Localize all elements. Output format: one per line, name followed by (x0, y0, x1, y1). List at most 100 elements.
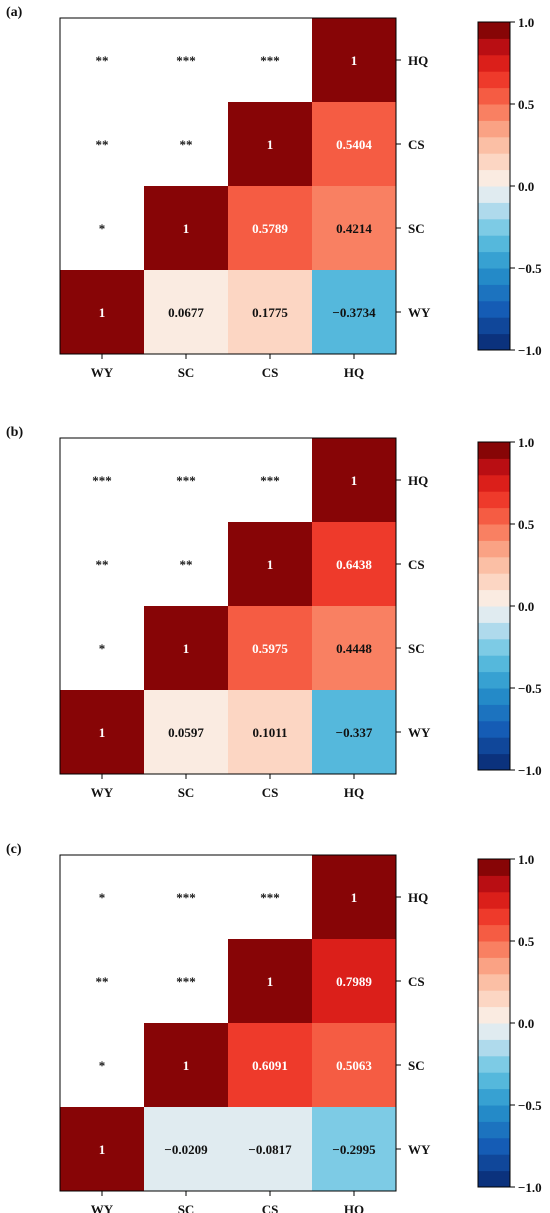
colorbar-segment (478, 891, 510, 909)
significance-label: *** (260, 53, 280, 68)
y-tick-label: CS (408, 137, 425, 152)
y-tick-label: CS (408, 557, 425, 572)
colorbar-tick-label: −0.5 (518, 261, 542, 276)
cell-value-label: −0.2995 (332, 1142, 376, 1157)
colorbar-segment (478, 491, 510, 509)
colorbar-tick-label: 1.0 (518, 435, 534, 450)
colorbar-segment (478, 524, 510, 541)
cell-value-label: 1 (99, 725, 106, 740)
cell-value-label: 1 (99, 1142, 106, 1157)
significance-label: *** (176, 53, 196, 68)
heatmap-cell (228, 690, 312, 774)
heatmap-cell (228, 186, 312, 270)
colorbar-tick-label: 0.5 (518, 97, 535, 112)
significance-label: *** (260, 473, 280, 488)
heatmap-cell (60, 1107, 144, 1191)
y-tick-label: WY (408, 305, 431, 320)
colorbar-segment (478, 908, 510, 926)
panel-label: (b) (6, 425, 23, 440)
cell-value-label: 1 (183, 641, 190, 656)
cell-value-label: 1 (267, 974, 274, 989)
colorbar-segment (478, 941, 510, 958)
heatmap-cell (312, 522, 396, 606)
colorbar-segment (478, 186, 510, 203)
heatmap-cell (312, 438, 396, 522)
colorbar-tick-label: 0.0 (518, 179, 534, 194)
colorbar-segment (478, 474, 510, 492)
colorbar-segment (478, 875, 510, 893)
cell-value-label: 1 (351, 473, 358, 488)
colorbar-segment (478, 218, 510, 236)
x-tick-label: SC (178, 785, 195, 800)
colorbar-segment (478, 1072, 510, 1090)
panel-label: (a) (6, 5, 23, 20)
colorbar-segment (478, 1006, 510, 1024)
y-tick-label: CS (408, 974, 425, 989)
x-tick-label: SC (178, 365, 195, 380)
heatmap-cell (228, 939, 312, 1023)
x-tick-label: HQ (344, 365, 364, 380)
colorbar-segment (478, 737, 510, 755)
colorbar-segment (478, 54, 510, 72)
heatmap-frame (59, 437, 397, 775)
heatmap-cell (228, 1023, 312, 1107)
x-tick-label: WY (91, 785, 114, 800)
significance-label: *** (176, 890, 196, 905)
heatmap-cell (312, 1023, 396, 1107)
colorbar-segment (478, 1170, 510, 1188)
cell-value-label: 0.1775 (252, 305, 288, 320)
colorbar-segment (478, 753, 510, 771)
colorbar-segment (478, 606, 510, 623)
heatmap-cell (312, 1107, 396, 1191)
significance-label: *** (260, 890, 280, 905)
y-tick-label: WY (408, 725, 431, 740)
cell-value-label: 0.6438 (336, 557, 372, 572)
colorbar-segment (478, 104, 510, 121)
cell-value-label: 1 (183, 1058, 190, 1073)
cell-value-label: 0.0597 (168, 725, 204, 740)
heatmap-cell (312, 270, 396, 354)
colorbar-tick-label: 0.5 (518, 517, 535, 532)
heatmap-cell (312, 186, 396, 270)
colorbar-segment (478, 1154, 510, 1172)
heatmap-panel-1: (b)1 0.0597 0.1011 −0.337* 1 0.5975 0.4448** **… (6, 425, 542, 800)
y-tick-label: WY (408, 1142, 431, 1157)
heatmap-cell (228, 606, 312, 690)
significance-label: ** (96, 557, 109, 572)
heatmap-frame (59, 17, 397, 355)
colorbar-tick-label: 0.0 (518, 1016, 534, 1031)
heatmap-cell (144, 690, 228, 774)
significance-label: * (99, 1058, 106, 1073)
cell-value-label: −0.3734 (332, 305, 376, 320)
colorbar-segment (478, 38, 510, 56)
x-tick-label: SC (178, 1202, 195, 1213)
colorbar-segment (478, 71, 510, 89)
heatmap-panel-0: (a)1 0.0677 0.1775 −0.3734* 1 0.5789 0.4214** *… (6, 5, 542, 380)
cell-value-label: −0.0817 (248, 1142, 292, 1157)
x-tick-label: CS (262, 365, 279, 380)
colorbar-segment (478, 87, 510, 105)
colorbar-segment (478, 638, 510, 656)
heatmap-cell (312, 939, 396, 1023)
colorbar-segment (478, 251, 510, 269)
cell-value-label: 1 (267, 137, 274, 152)
colorbar-segment (478, 556, 510, 574)
colorbar-segment (478, 235, 510, 253)
heatmap-cell (144, 270, 228, 354)
colorbar-segment (478, 268, 510, 285)
cell-value-label: 0.0677 (168, 305, 204, 320)
colorbar-tick-label: 1.0 (518, 852, 534, 867)
heatmap-cell (60, 270, 144, 354)
significance-label: ** (180, 557, 193, 572)
heatmap-cell (228, 522, 312, 606)
heatmap-cell (144, 606, 228, 690)
colorbar-tick-label: −0.5 (518, 681, 542, 696)
colorbar-tick-label: −1.0 (518, 343, 542, 358)
colorbar-segment (478, 153, 510, 171)
colorbar-segment (478, 458, 510, 476)
heatmap-cell (228, 270, 312, 354)
colorbar-tick-label: −1.0 (518, 763, 542, 778)
y-tick-label: SC (408, 1058, 425, 1073)
heatmap-cell (144, 1107, 228, 1191)
heatmap-cell (312, 102, 396, 186)
